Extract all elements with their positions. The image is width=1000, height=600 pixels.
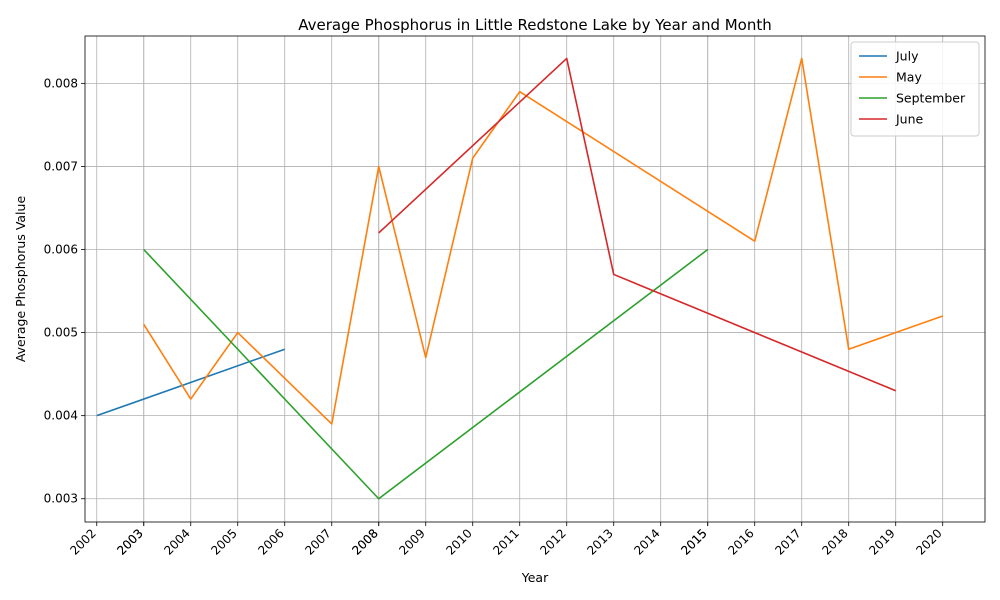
series-line-september: [143, 248, 709, 500]
y-tick-label: 0.006: [44, 243, 78, 257]
x-axis-label: Year: [521, 570, 549, 585]
x-tick-label: 2010: [443, 526, 474, 557]
y-axis-ticks: 0.003 0.004 0.005 0.006 0.007 0.008: [44, 76, 85, 506]
plot-frame: [84, 35, 986, 523]
legend: July May September June: [850, 41, 980, 137]
legend-box: [850, 41, 980, 137]
series-line-june: [378, 57, 897, 392]
x-tick-label: 2009: [396, 526, 427, 557]
x-tick-label: 2019: [866, 526, 897, 557]
x-tick-label: 2005: [208, 526, 239, 557]
chart-title: Average Phosphorus in Little Redstone La…: [298, 16, 772, 34]
x-tick-label: 2003: [114, 526, 145, 557]
legend-label-may: May: [896, 70, 922, 85]
x-tick-label: 2004: [161, 526, 192, 557]
x-tick-label: 2020: [913, 526, 944, 557]
y-tick-label: 0.005: [44, 326, 78, 340]
x-tick-label: 2007: [302, 526, 333, 557]
legend-label-june: June: [895, 112, 924, 127]
y-tick-label: 0.003: [44, 492, 78, 506]
y-tick-label: 0.007: [44, 159, 78, 173]
x-tick-label: 2018: [819, 526, 850, 557]
x-tick-label: 2008: [349, 526, 380, 557]
series-lines: [96, 57, 943, 500]
x-tick-label: 2014: [631, 526, 662, 557]
legend-label-september: September: [896, 91, 966, 106]
series-line-may: [143, 57, 943, 425]
x-tick-label: 2006: [255, 526, 286, 557]
series-line-july: [96, 348, 286, 417]
x-tick-label: 2012: [537, 526, 568, 557]
x-tick-label: 2017: [772, 526, 803, 557]
x-tick-label: 2016: [725, 526, 756, 557]
legend-label-july: July: [895, 49, 919, 64]
y-tick-label: 0.008: [44, 76, 78, 90]
x-tick-label: 2011: [490, 526, 521, 557]
x-tick-label: 2002: [67, 526, 98, 557]
y-axis-label: Average Phosphorus Value: [13, 196, 28, 363]
y-tick-label: 0.004: [44, 409, 78, 423]
x-tick-label: 2013: [584, 526, 615, 557]
grid: [85, 36, 985, 522]
x-tick-label: 2015: [678, 526, 709, 557]
